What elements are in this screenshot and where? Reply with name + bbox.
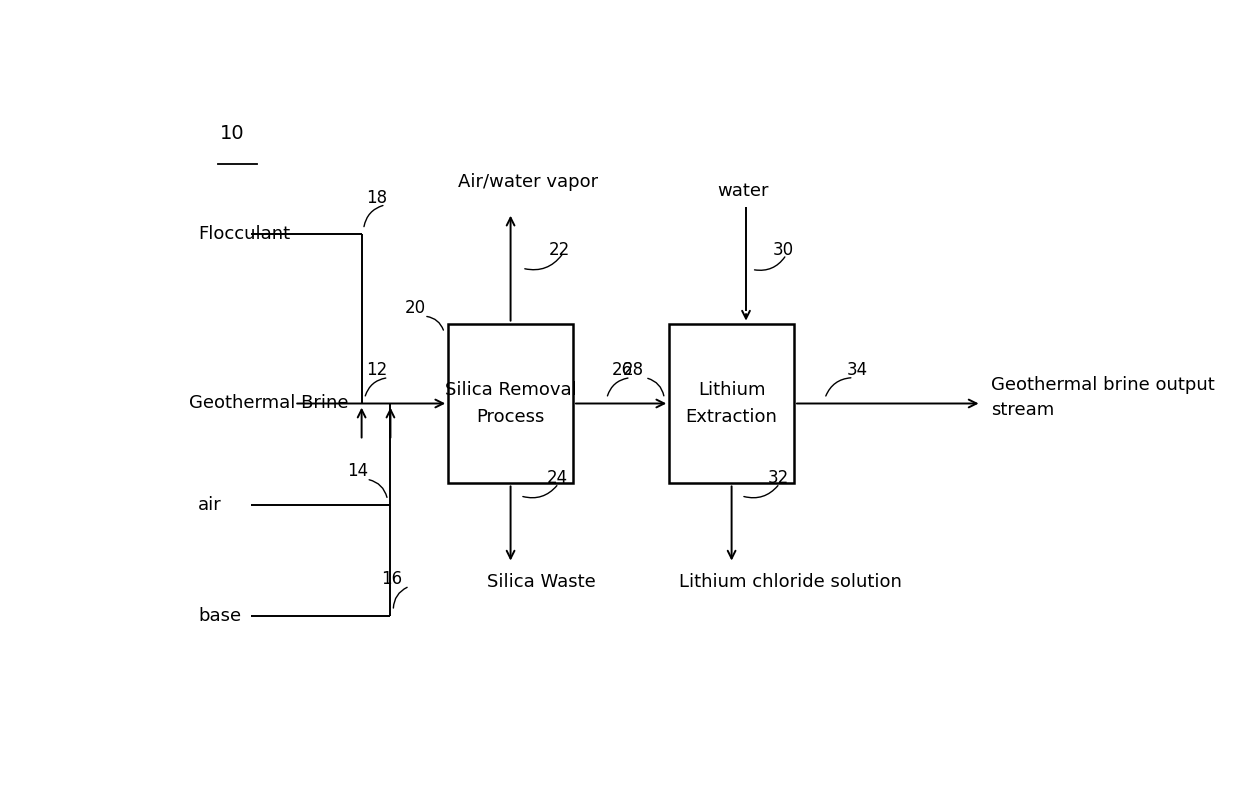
Text: Geothermal Brine: Geothermal Brine [188,395,348,412]
Text: 16: 16 [381,570,402,588]
Text: 20: 20 [404,300,427,317]
Text: 22: 22 [549,241,570,259]
Text: Silica Waste: Silica Waste [486,573,595,590]
Text: 34: 34 [847,361,868,379]
Text: 18: 18 [367,189,388,207]
Text: Lithium
Extraction: Lithium Extraction [686,381,777,426]
Text: 14: 14 [347,463,368,480]
Text: 24: 24 [547,468,568,487]
Text: 10: 10 [221,124,246,142]
Text: Lithium chloride solution: Lithium chloride solution [678,573,901,590]
Text: base: base [198,606,242,625]
Text: Silica Removal
Process: Silica Removal Process [445,381,577,426]
Text: Geothermal brine output
stream: Geothermal brine output stream [991,376,1215,419]
Text: 30: 30 [773,241,794,259]
Text: air: air [198,496,222,514]
Text: Air/water vapor: Air/water vapor [458,173,598,191]
Text: 12: 12 [367,361,388,379]
Text: 32: 32 [768,468,790,487]
Text: 28: 28 [622,361,644,379]
Bar [670,324,794,483]
Text: Flocculant: Flocculant [198,225,290,244]
Text: 26: 26 [611,361,632,379]
Bar [448,324,573,483]
Text: water: water [717,182,769,201]
